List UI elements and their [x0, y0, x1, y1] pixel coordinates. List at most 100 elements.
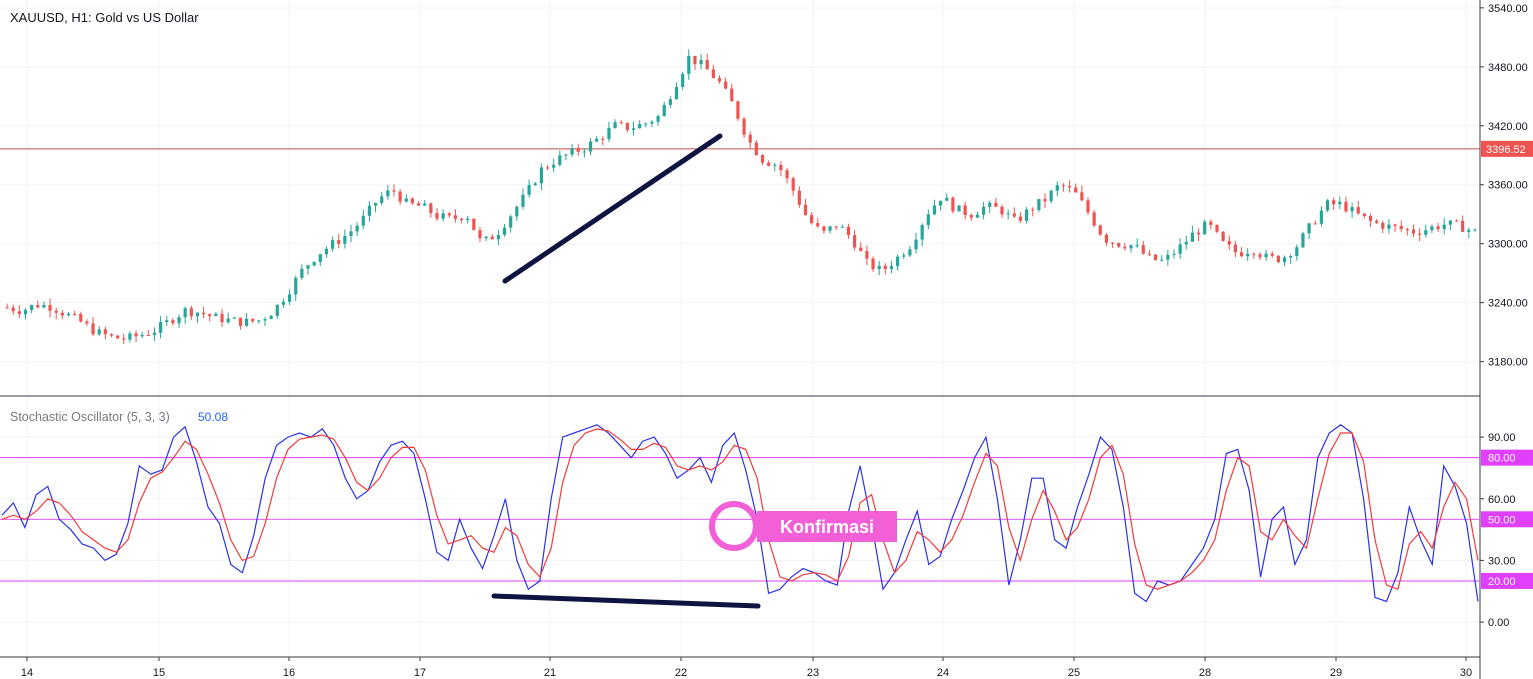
candle-body [668, 99, 672, 105]
candle [386, 184, 390, 200]
candle-body [1024, 209, 1029, 221]
candle [975, 211, 980, 218]
candle [1098, 224, 1102, 236]
candle [1055, 181, 1059, 197]
candle-body [607, 128, 611, 139]
candle-body [1387, 224, 1391, 229]
candle [896, 254, 900, 271]
candle [103, 326, 107, 340]
candle-body [687, 55, 691, 74]
candle-body [533, 183, 537, 186]
candle [650, 120, 654, 128]
candle [42, 301, 46, 309]
candle [251, 318, 255, 324]
candle [988, 200, 992, 213]
candle [951, 196, 955, 214]
candle-body [1160, 259, 1164, 261]
candle-body [1473, 229, 1477, 231]
candle [957, 205, 961, 212]
candle [822, 225, 826, 234]
candle [760, 154, 765, 165]
candle [1362, 213, 1366, 219]
candle [269, 314, 273, 320]
candle-body [447, 213, 451, 216]
candle-body [619, 122, 623, 124]
candle-body [496, 234, 501, 240]
candle [318, 254, 322, 267]
candle-body [981, 206, 986, 215]
candle [122, 333, 126, 345]
candle-body [724, 81, 728, 89]
current-price-badge [1481, 140, 1533, 157]
candle [545, 164, 550, 170]
candle-body [1190, 232, 1195, 242]
candle [1147, 250, 1152, 257]
candle-body [570, 148, 574, 155]
candle [324, 246, 329, 258]
candle [939, 200, 943, 211]
candle-body [951, 197, 955, 212]
candle-body [1454, 220, 1459, 222]
konfirmasi-annotation[interactable]: Konfirmasi [709, 501, 897, 551]
level-badge [1481, 572, 1533, 589]
candle [159, 315, 163, 339]
time-axis[interactable]: 14 15 16 17 21 22 23 24 25 28 29 30 [21, 657, 1472, 679]
candle [85, 319, 89, 326]
candlestick-series [5, 49, 1477, 345]
candle [613, 119, 617, 129]
uptrend-line[interactable] [502, 133, 723, 284]
candle [1258, 252, 1262, 261]
candle-body [859, 247, 863, 251]
candle-body [1196, 232, 1201, 235]
candle-body [1252, 253, 1256, 255]
oscillator-title: Stochastic Oscillator (5, 3, 3) [10, 410, 170, 424]
candle-body [1319, 210, 1323, 224]
candle [656, 114, 660, 126]
candle [1172, 249, 1176, 259]
candle-body [251, 318, 255, 322]
candle [398, 189, 402, 205]
divergence-line[interactable] [491, 593, 761, 609]
candle [343, 229, 347, 249]
candle [429, 202, 433, 218]
candle-body [183, 308, 187, 318]
candle-body [1221, 231, 1225, 241]
candle [1282, 255, 1287, 267]
oscillator-value: 50.08 [198, 410, 228, 424]
candle-body [1338, 201, 1342, 205]
candle [146, 329, 150, 337]
candle [281, 298, 286, 308]
candle-body [361, 215, 365, 226]
price-axis[interactable]: 3540.00 3480.00 3420.00 3360.00 3300.00 3240.… [1480, 3, 1533, 629]
candle-body [134, 333, 138, 337]
candle-body [1436, 226, 1440, 230]
candle [834, 226, 838, 231]
candle-body [810, 215, 814, 224]
candle [116, 335, 120, 339]
candle-body [1405, 228, 1409, 230]
time-tick-label: 24 [937, 667, 949, 679]
candle-body [226, 318, 230, 323]
candle-body [625, 122, 629, 130]
candle-body [1153, 254, 1158, 260]
candle [816, 218, 820, 228]
candle-body [416, 203, 421, 206]
candle-body [889, 266, 894, 270]
candle-body [1356, 207, 1360, 214]
candle [1215, 224, 1219, 234]
candle [828, 225, 832, 234]
candle [926, 209, 930, 230]
candle-body [742, 118, 746, 135]
candle-body [1246, 253, 1250, 257]
candle-body [576, 148, 580, 152]
candle-body [294, 277, 298, 295]
candle-body [1282, 257, 1287, 263]
candle [484, 235, 488, 242]
candle-body [152, 332, 157, 336]
candle-body [656, 115, 660, 122]
candle-body [822, 226, 826, 231]
candle [1166, 249, 1170, 266]
candle [1129, 244, 1133, 253]
candle-body [1080, 192, 1084, 201]
